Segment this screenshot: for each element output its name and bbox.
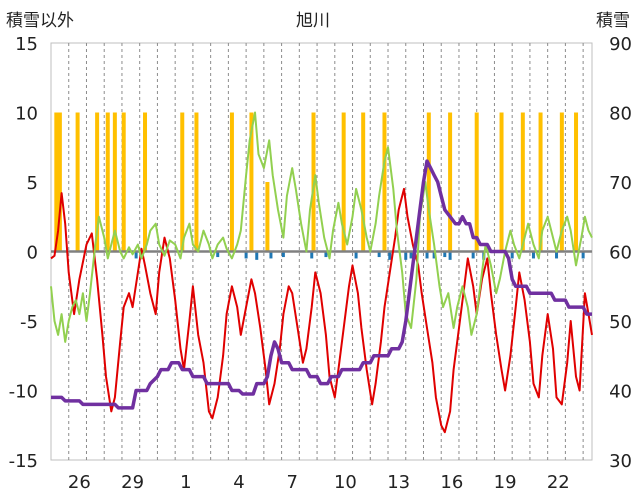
snowfall-bar: [112, 112, 117, 252]
snowfall-bar: [265, 182, 270, 252]
y2-tick-label: 80: [609, 104, 632, 125]
precip-bar: [404, 251, 408, 260]
precip-bar: [244, 251, 248, 259]
bars: [54, 112, 585, 260]
snowfall-bar: [75, 112, 80, 252]
x-tick-label: 22: [547, 472, 570, 493]
y-tick-label: 5: [27, 173, 38, 194]
snowfall-bar: [54, 112, 59, 252]
snowfall-bar: [574, 112, 579, 252]
snowfall-bar: [121, 112, 126, 252]
snowfall-bar: [180, 112, 185, 252]
x-tick-label: 1: [180, 472, 191, 493]
snowfall-bar: [249, 112, 254, 252]
precip-bar: [134, 251, 138, 259]
snowfall-bar: [341, 112, 346, 252]
y2-tick-label: 70: [609, 173, 632, 194]
precip-bar: [448, 251, 452, 260]
precip-bar: [281, 251, 285, 258]
precip-bar: [324, 251, 328, 258]
x-tick-label: 10: [334, 472, 357, 493]
x-tick-label: 13: [387, 472, 410, 493]
precip-bar: [432, 251, 436, 259]
snowfall-bar: [448, 112, 453, 252]
snowfall-bar: [474, 112, 479, 252]
snowfall-bar: [559, 112, 564, 252]
snowfall-bar: [143, 112, 148, 252]
y-tick-label: -5: [20, 312, 38, 333]
precip-bar: [216, 251, 220, 258]
x-tick-label: 16: [440, 472, 463, 493]
y-axis-label: 積雪以外: [6, 11, 74, 31]
snowfall-bar: [361, 112, 366, 252]
y2-tick-label: 30: [609, 451, 632, 472]
snowfall-bar: [520, 112, 525, 252]
snowfall-bar: [105, 112, 110, 252]
y-tick-label: 15: [15, 34, 38, 55]
y-tick-label: 10: [15, 104, 38, 125]
snowfall-bar: [57, 112, 62, 252]
precip-bar: [555, 251, 559, 259]
y-tick-label: -10: [9, 382, 38, 403]
precip-bar: [354, 251, 358, 259]
precip-bar: [388, 251, 392, 260]
y2-tick-label: 60: [609, 243, 632, 264]
snowfall-bar: [499, 112, 504, 252]
x-tick-label: 19: [494, 472, 517, 493]
precip-bar: [310, 251, 314, 259]
series-line-1: [50, 187, 593, 434]
precip-bar: [510, 251, 514, 259]
x-tick-label: 4: [233, 472, 244, 493]
snowfall-bar: [95, 112, 100, 252]
series-line-3: [51, 159, 592, 410]
series-lines: [50, 111, 593, 434]
precip-bar: [443, 251, 447, 258]
x-tick-label: 7: [287, 472, 298, 493]
precip-bar: [377, 251, 381, 258]
precip-bar: [531, 251, 535, 259]
snowfall-bar: [382, 112, 387, 252]
precip-bar: [471, 251, 475, 259]
snowfall-bar: [194, 112, 199, 252]
x-tick-label: 29: [121, 472, 144, 493]
y-tick-label: -15: [9, 451, 38, 472]
y2-axis-label: 積雪: [596, 11, 630, 31]
snowfall-bar: [538, 112, 543, 252]
y2-tick-label: 40: [609, 382, 632, 403]
precip-bar: [425, 251, 429, 259]
y2-tick-label: 50: [609, 312, 632, 333]
precip-bar: [255, 251, 259, 260]
precip-bar: [269, 251, 273, 259]
axes: -15 -10 -5 0 5 10 15 30 40 50 60 70 80 90 26 29 1 4 7 10 13 1…: [9, 34, 632, 493]
y2-tick-label: 90: [609, 34, 632, 55]
precip-bar: [581, 251, 585, 259]
chart-title: 旭川: [296, 11, 330, 31]
x-tick-label: 26: [68, 472, 91, 493]
snowfall-bar: [426, 112, 431, 252]
snowfall-bar: [229, 112, 234, 252]
precip-bar: [409, 251, 413, 259]
series-line-2: [50, 111, 593, 343]
y-tick-label: 0: [27, 243, 38, 264]
